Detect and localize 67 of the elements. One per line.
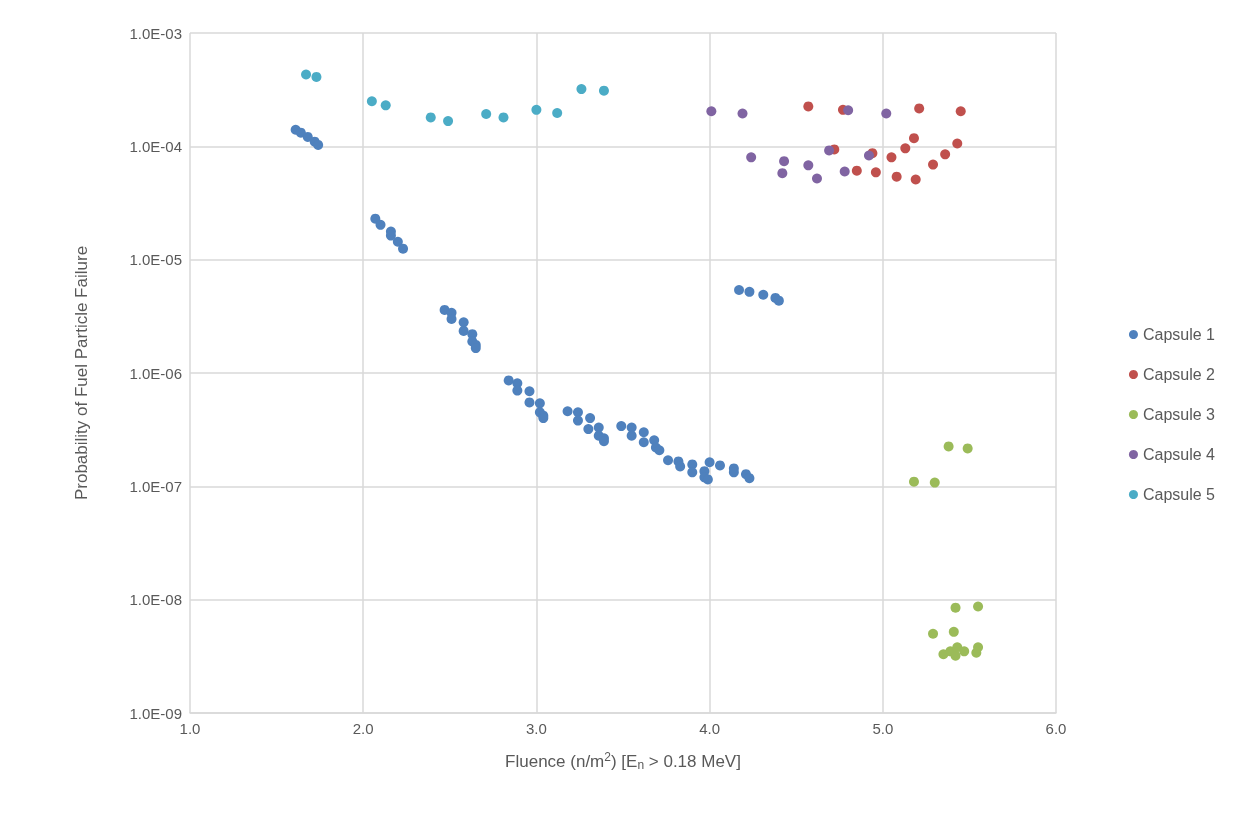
y-tick-label: 1.0E-07	[129, 477, 182, 495]
point	[863, 150, 874, 161]
point	[851, 165, 862, 176]
point	[839, 166, 850, 177]
point	[900, 143, 911, 154]
point	[928, 628, 939, 639]
point	[881, 108, 892, 119]
point	[870, 167, 881, 178]
point	[366, 96, 377, 107]
point	[973, 601, 984, 612]
point	[928, 159, 939, 170]
point	[891, 171, 902, 182]
point	[498, 112, 509, 123]
y-axis-title: Probability of Fuel Particle Failure	[72, 245, 91, 501]
point	[910, 174, 921, 185]
point	[737, 108, 748, 119]
x-tick-label: 1.0	[179, 720, 201, 737]
point	[425, 112, 436, 123]
point	[746, 152, 757, 163]
point	[598, 85, 609, 96]
legend-label: Capsule 3	[1142, 406, 1216, 423]
point	[576, 84, 587, 95]
y-tick-label: 1.0E-05	[129, 251, 182, 269]
point	[950, 602, 961, 613]
legend-label: Capsule 1	[1142, 326, 1216, 343]
legend-label: Capsule 4	[1142, 446, 1216, 463]
point	[779, 156, 790, 167]
x-tick-label: 3.0	[525, 720, 547, 737]
point	[908, 476, 919, 487]
y-tick-label: 1.0E-03	[129, 24, 182, 42]
point	[940, 149, 951, 160]
point	[914, 103, 925, 114]
point	[380, 100, 391, 111]
point	[886, 152, 897, 163]
legend-label: Capsule 5	[1142, 486, 1216, 503]
y-tick-label: 1.0E-06	[129, 364, 182, 382]
point	[959, 646, 970, 657]
point	[552, 107, 563, 118]
point	[929, 477, 940, 488]
point	[301, 69, 312, 80]
point	[943, 441, 954, 452]
point	[948, 626, 959, 637]
x-tick-label: 5.0	[872, 720, 894, 737]
y-tick-label: 1.0E-09	[129, 704, 182, 722]
point	[803, 101, 814, 112]
point	[443, 116, 454, 127]
y-tick-label: 1.0E-08	[129, 591, 182, 609]
point	[950, 650, 961, 661]
point	[843, 105, 854, 116]
point	[952, 642, 963, 653]
x-tick-label: 4.0	[699, 720, 721, 737]
point	[952, 138, 963, 149]
x-tick-label: 6.0	[1045, 720, 1067, 737]
x-tick-label: 2.0	[352, 720, 374, 737]
point	[824, 145, 835, 156]
point	[531, 104, 542, 115]
y-tick-label: 1.0E-04	[129, 137, 182, 155]
point	[777, 168, 788, 179]
point	[908, 133, 919, 144]
point	[955, 106, 966, 117]
legend-label: Capsule 2	[1142, 366, 1216, 383]
point	[481, 108, 492, 119]
point	[706, 106, 717, 117]
point	[311, 71, 322, 82]
point	[811, 173, 822, 184]
point	[803, 160, 814, 171]
point	[962, 443, 973, 454]
